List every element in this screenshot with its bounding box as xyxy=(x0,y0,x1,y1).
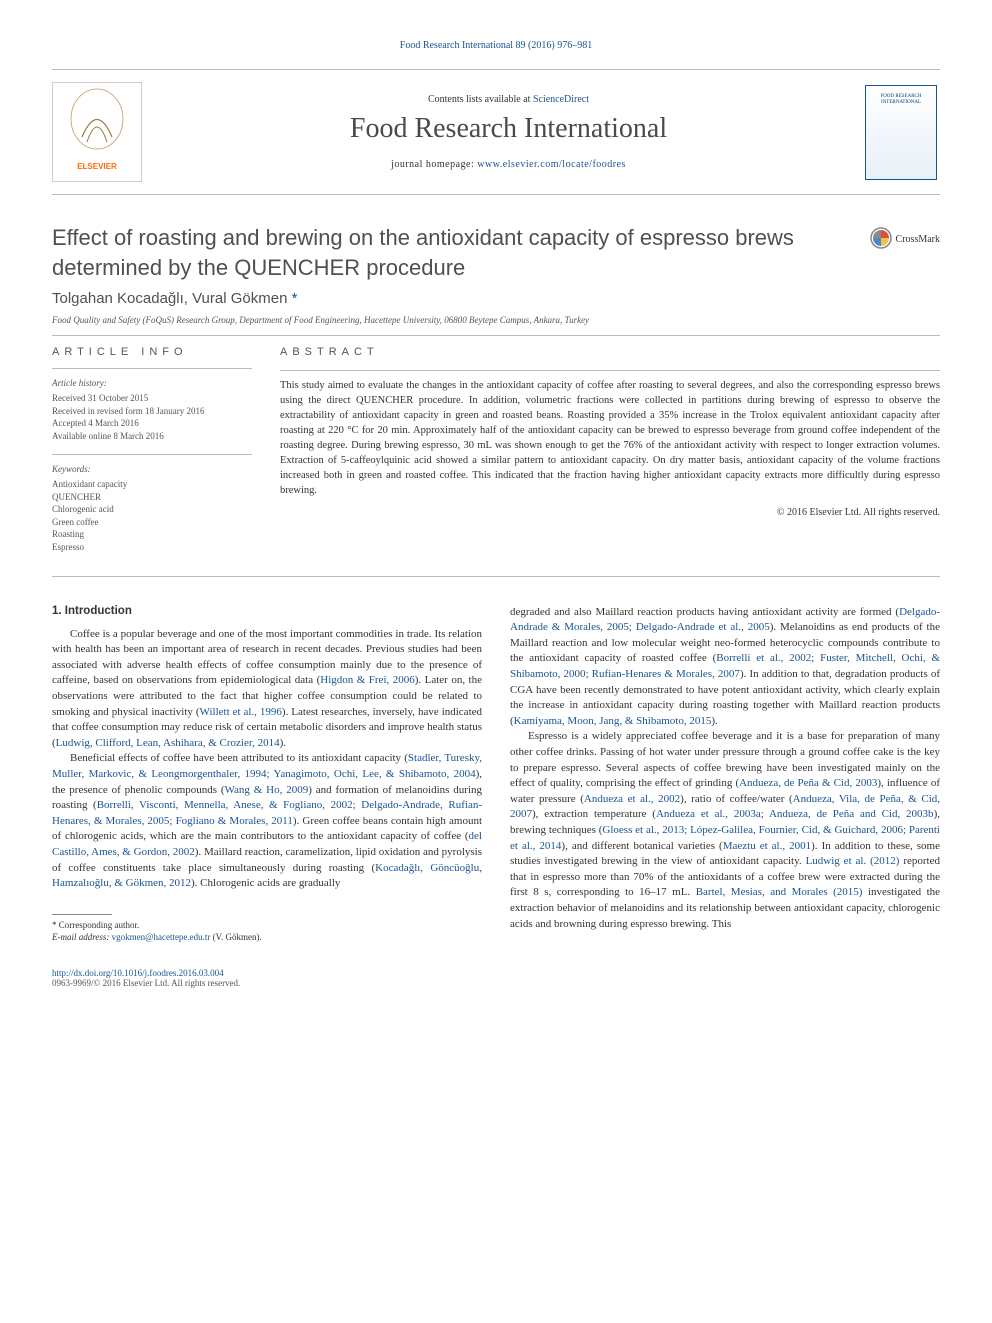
keyword: Espresso xyxy=(52,541,252,554)
abstract-heading: abstract xyxy=(280,346,940,358)
corresponding-author-marker[interactable]: * xyxy=(292,290,298,307)
keyword: QUENCHER xyxy=(52,491,252,504)
keywords-block: Keywords: Antioxidant capacity QUENCHER … xyxy=(52,463,252,553)
article-history-block: Article history: Received 31 October 201… xyxy=(52,377,252,442)
body-paragraph: degraded and also Maillard reaction prod… xyxy=(510,605,940,730)
history-line: Received 31 October 2015 xyxy=(52,392,252,405)
citation-link[interactable]: Wang & Ho, 2009 xyxy=(225,784,309,796)
affiliation: Food Quality and Safety (FoQuS) Research… xyxy=(52,315,940,325)
crossmark-label: CrossMark xyxy=(896,234,940,245)
citation-link[interactable]: Ludwig, Clifford, Lean, Ashihara, & Croz… xyxy=(56,737,280,749)
citation-link[interactable]: Bartel, Mesias, and Morales (2015) xyxy=(696,886,863,898)
divider-rule xyxy=(52,576,940,577)
abstract-text: This study aimed to evaluate the changes… xyxy=(280,379,940,498)
crossmark-icon xyxy=(870,227,892,252)
publisher-logo-slot: ELSEVIER xyxy=(52,82,152,182)
citation-link[interactable]: Ludwig et al. (2012) xyxy=(806,855,900,867)
body-paragraph: Beneficial effects of coffee have been a… xyxy=(52,751,482,891)
journal-cover-thumbnail[interactable]: FOOD RESEARCH INTERNATIONAL xyxy=(865,85,937,180)
journal-title: Food Research International xyxy=(152,113,865,145)
citation-link[interactable]: Andueza et al., 2003a; Andueza, de Peña … xyxy=(656,808,934,820)
citation-link[interactable]: Kamiyama, Moon, Jang, & Shibamoto, 2015 xyxy=(514,715,712,727)
journal-cover-slot: FOOD RESEARCH INTERNATIONAL xyxy=(865,85,940,180)
section-heading-introduction: 1. Introduction xyxy=(52,605,482,617)
divider-rule xyxy=(52,335,940,336)
article-title: Effect of roasting and brewing on the an… xyxy=(52,223,850,282)
article-info-heading: article info xyxy=(52,346,252,358)
issn-copyright-line: 0963-9969/© 2016 Elsevier Ltd. All right… xyxy=(52,978,940,988)
page-footer: http://dx.doi.org/10.1016/j.foodres.2016… xyxy=(52,968,940,988)
history-line: Available online 8 March 2016 xyxy=(52,430,252,443)
journal-homepage-link[interactable]: www.elsevier.com/locate/foodres xyxy=(477,159,626,170)
footnote-divider xyxy=(52,914,112,915)
page: Food Research International 89 (2016) 97… xyxy=(0,0,992,1018)
keywords-label: Keywords: xyxy=(52,463,252,476)
crossmark-badge[interactable]: CrossMark xyxy=(870,227,940,252)
article-history-label: Article history: xyxy=(52,377,252,390)
contents-lists-line: Contents lists available at ScienceDirec… xyxy=(152,94,865,105)
masthead-center: Contents lists available at ScienceDirec… xyxy=(152,94,865,170)
citation-link[interactable]: Maeztu et al., 2001 xyxy=(723,840,811,852)
elsevier-logo[interactable]: ELSEVIER xyxy=(52,82,142,182)
doi-link[interactable]: http://dx.doi.org/10.1016/j.foodres.2016… xyxy=(52,968,224,978)
authors-line: Tolgahan Kocadağlı, Vural Gökmen * xyxy=(52,290,940,307)
masthead: ELSEVIER Contents lists available at Sci… xyxy=(52,69,940,195)
body-paragraph: Coffee is a popular beverage and one of … xyxy=(52,627,482,752)
svg-text:ELSEVIER: ELSEVIER xyxy=(77,162,117,171)
keyword: Antioxidant capacity xyxy=(52,478,252,491)
abstract-column: abstract This study aimed to evaluate th… xyxy=(280,346,940,565)
keyword: Green coffee xyxy=(52,516,252,529)
abstract-copyright: © 2016 Elsevier Ltd. All rights reserved… xyxy=(280,507,940,518)
keyword: Chlorogenic acid xyxy=(52,503,252,516)
history-line: Received in revised form 18 January 2016 xyxy=(52,405,252,418)
journal-homepage-line: journal homepage: www.elsevier.com/locat… xyxy=(152,159,865,170)
citation-link[interactable]: Andueza et al., 2002 xyxy=(584,793,680,805)
journal-citation-header[interactable]: Food Research International 89 (2016) 97… xyxy=(52,40,940,51)
keyword: Roasting xyxy=(52,528,252,541)
body-paragraph: Espresso is a widely appreciated coffee … xyxy=(510,729,940,932)
article-info-column: article info Article history: Received 3… xyxy=(52,346,252,565)
citation-link[interactable]: Higdon & Frei, 2006 xyxy=(320,674,414,686)
citation-link[interactable]: Willett et al., 1996 xyxy=(200,706,282,718)
body-right-column: degraded and also Maillard reaction prod… xyxy=(510,605,940,945)
author-email-link[interactable]: vgokmen@hacettepe.edu.tr xyxy=(112,932,211,942)
citation-link[interactable]: Andueza, de Peña & Cid, 2003 xyxy=(739,777,877,789)
sciencedirect-link[interactable]: ScienceDirect xyxy=(533,94,589,105)
body-left-column: 1. Introduction Coffee is a popular beve… xyxy=(52,605,482,945)
info-abstract-row: article info Article history: Received 3… xyxy=(52,346,940,565)
corresponding-author-footnote: * Corresponding author. E-mail address: … xyxy=(52,919,482,944)
title-block: Effect of roasting and brewing on the an… xyxy=(52,223,940,282)
body-two-column: 1. Introduction Coffee is a popular beve… xyxy=(52,605,940,945)
history-line: Accepted 4 March 2016 xyxy=(52,417,252,430)
